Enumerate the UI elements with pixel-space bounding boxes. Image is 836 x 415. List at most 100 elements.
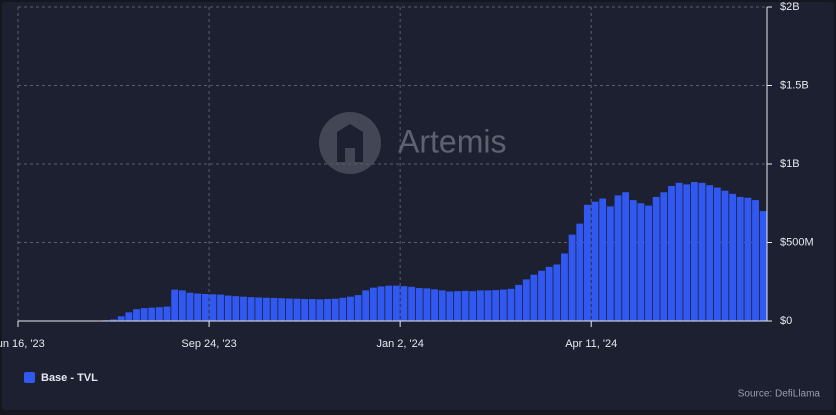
bar (752, 200, 759, 321)
bar (568, 234, 576, 321)
x-tick-label: Apr 11, '24 (565, 338, 617, 350)
watermark-logo (319, 112, 381, 174)
bar (232, 296, 240, 321)
bar (415, 288, 423, 321)
bar (713, 187, 721, 321)
bar (316, 299, 324, 321)
bar (553, 264, 561, 321)
bar (308, 299, 316, 321)
bar (744, 197, 752, 321)
bar (186, 292, 194, 321)
bar (178, 290, 186, 321)
bar (385, 285, 393, 321)
bar (538, 270, 545, 321)
watermark: Artemis (398, 123, 506, 159)
bar (606, 206, 614, 321)
bar (469, 291, 477, 321)
bar (125, 312, 133, 321)
bar (148, 307, 156, 321)
bar (499, 289, 507, 321)
bar (194, 293, 202, 321)
bar (484, 290, 492, 321)
bar (721, 190, 729, 321)
y-tick-label: $1.5B (780, 79, 809, 91)
bar (492, 290, 500, 321)
bar (201, 293, 209, 321)
bar (110, 319, 117, 321)
bar (446, 291, 454, 321)
bar (530, 274, 538, 321)
bar (255, 297, 263, 321)
bar (675, 182, 683, 321)
bar (461, 290, 469, 321)
bar (423, 288, 431, 321)
bar (476, 290, 484, 321)
bar (362, 290, 370, 321)
bar (301, 299, 309, 321)
y-tick-label: $0 (780, 315, 792, 327)
x-tick-label: Sep 24, '23 (181, 338, 236, 350)
legend-swatch (24, 372, 35, 383)
bar (629, 200, 637, 321)
bar (285, 298, 293, 321)
bar (247, 297, 255, 321)
bar (454, 291, 461, 321)
bar (171, 289, 179, 321)
bar (339, 297, 347, 321)
bar (163, 306, 171, 321)
bar (354, 295, 362, 321)
bar (729, 193, 737, 321)
bar (155, 307, 163, 321)
legend-label: Base - TVL (41, 372, 98, 384)
bar (324, 299, 331, 321)
x-tick-label: Jun 16, '23 (0, 338, 45, 350)
bar (545, 266, 553, 321)
bar (278, 298, 286, 321)
bar (117, 316, 125, 321)
bar (652, 196, 660, 321)
bar (683, 184, 691, 321)
bar (133, 309, 140, 321)
bar (561, 253, 568, 321)
bar (240, 296, 247, 321)
bar (438, 290, 446, 321)
bar (660, 192, 668, 321)
bar (262, 297, 270, 321)
bar (293, 298, 301, 321)
bar (599, 198, 607, 321)
bar (583, 204, 591, 321)
bar (576, 223, 584, 321)
bar (645, 205, 652, 321)
bar (698, 182, 706, 321)
bar (217, 294, 224, 321)
x-tick-label: Jan 2, '24 (376, 338, 423, 350)
bar (706, 185, 714, 321)
bar (331, 298, 339, 321)
source-note: Source: DefiLlama (738, 389, 821, 400)
bar (637, 203, 645, 321)
bar (614, 195, 622, 321)
bar (431, 289, 438, 321)
bar (515, 284, 523, 321)
bar (690, 182, 698, 321)
y-tick-label: $2B (780, 1, 800, 13)
bar (140, 308, 148, 321)
bar (507, 288, 515, 321)
bar (270, 297, 278, 321)
bar (522, 279, 530, 321)
bar (377, 286, 385, 321)
y-tick-label: $1B (780, 158, 800, 170)
bar (224, 295, 232, 321)
bar (347, 296, 354, 321)
bar (400, 286, 408, 321)
bar (369, 287, 377, 321)
bar (622, 192, 630, 321)
bar (209, 294, 217, 321)
y-tick-label: $500M (780, 236, 814, 248)
bar (759, 211, 767, 321)
bar (591, 201, 599, 321)
bar (736, 196, 744, 321)
bar (668, 185, 675, 321)
